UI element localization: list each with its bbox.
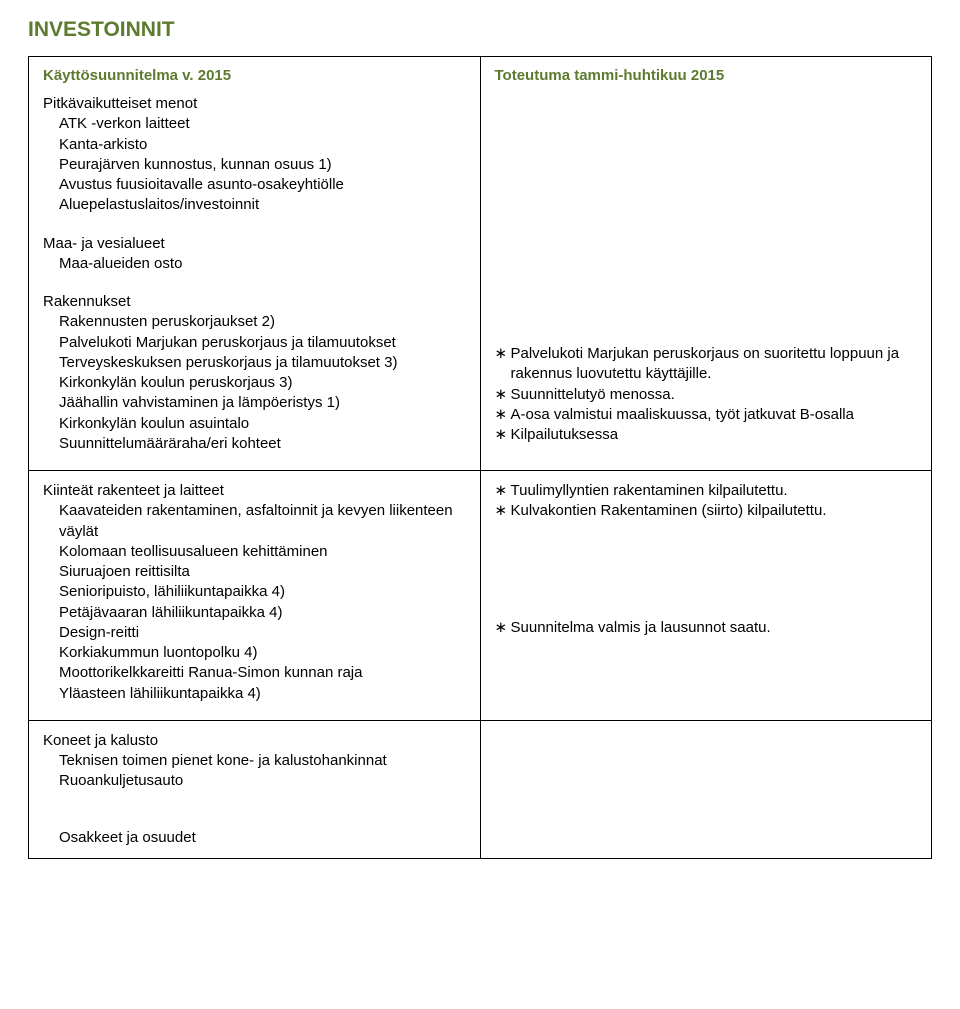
group-title: Kiinteät rakenteet ja laitteet: [43, 481, 466, 501]
group-maa: Maa- ja vesialueet Maa-alueiden osto: [43, 234, 466, 275]
group-item: Kanta-arkisto: [43, 135, 466, 155]
cell-right-3: [480, 720, 932, 858]
group-item: Maa-alueiden osto: [43, 254, 466, 274]
right-header: Toteutuma tammi-huhtikuu 2015: [495, 67, 918, 84]
group-item: Design-reitti: [43, 623, 466, 643]
group-title: Rakennukset: [43, 292, 466, 312]
cell-right-1: Toteutuma tammi-huhtikuu 2015 Palvelukot…: [480, 57, 932, 471]
table-row: Koneet ja kalusto Teknisen toimen pienet…: [29, 720, 932, 858]
cell-left-2: Kiinteät rakenteet ja laitteet Kaavateid…: [29, 471, 481, 721]
group-item: ATK -verkon laitteet: [43, 114, 466, 134]
bullet-item: Suunnitelma valmis ja lausunnot saatu.: [495, 618, 918, 638]
group-item: Siuruajoen reittisilta: [43, 562, 466, 582]
group-item: Moottorikelkkareitti Ranua-Simon kunnan …: [43, 663, 466, 683]
page-title: INVESTOINNIT: [28, 18, 932, 42]
group-rakennukset: Rakennukset Rakennusten peruskorjaukset …: [43, 292, 466, 454]
group-item: Rakennusten peruskorjaukset 2): [43, 312, 466, 332]
group-item: Teknisen toimen pienet kone- ja kalustoh…: [43, 751, 466, 771]
bullet-list: Tuulimyllyntien rakentaminen kilpailutet…: [495, 481, 918, 522]
group-item: Ruoankuljetusauto: [43, 771, 466, 791]
left-header: Käyttösuunnitelma v. 2015: [43, 67, 466, 84]
bullet-list: Palvelukoti Marjukan peruskorjaus on suo…: [495, 344, 918, 445]
table-row: Kiinteät rakenteet ja laitteet Kaavateid…: [29, 471, 932, 721]
cell-left-3: Koneet ja kalusto Teknisen toimen pienet…: [29, 720, 481, 858]
group-title: Pitkävaikutteiset menot: [43, 94, 466, 114]
group-item: Terveyskeskuksen peruskorjaus ja tilamuu…: [43, 353, 466, 373]
group-title: Osakkeet ja osuudet: [43, 828, 466, 848]
group-item: Jäähallin vahvistaminen ja lämpöeristys …: [43, 393, 466, 413]
group-koneet: Koneet ja kalusto Teknisen toimen pienet…: [43, 731, 466, 792]
bullet-item: Kilpailutuksessa: [495, 425, 918, 445]
content-table: Käyttösuunnitelma v. 2015 Pitkävaikuttei…: [28, 56, 932, 859]
group-item: Kaavateiden rakentaminen, asfaltoinnit j…: [43, 501, 466, 542]
group-item: Peurajärven kunnostus, kunnan osuus 1): [43, 155, 466, 175]
bullet-list: Suunnitelma valmis ja lausunnot saatu.: [495, 618, 918, 638]
group-item: Kirkonkylän koulun peruskorjaus 3): [43, 373, 466, 393]
group-title: Maa- ja vesialueet: [43, 234, 466, 254]
group-item: Korkiakummun luontopolku 4): [43, 643, 466, 663]
bullet-item: A-osa valmistui maaliskuussa, työt jatku…: [495, 405, 918, 425]
cell-right-2: Tuulimyllyntien rakentaminen kilpailutet…: [480, 471, 932, 721]
table-row: Käyttösuunnitelma v. 2015 Pitkävaikuttei…: [29, 57, 932, 471]
group-item: Avustus fuusioitavalle asunto-osakeyhtiö…: [43, 175, 466, 195]
group-item: Kirkonkylän koulun asuintalo: [43, 414, 466, 434]
bullet-item: Kulvakontien Rakentaminen (siirto) kilpa…: [495, 501, 918, 521]
bullet-item: Suunnittelutyö menossa.: [495, 385, 918, 405]
bullet-item: Palvelukoti Marjukan peruskorjaus on suo…: [495, 344, 918, 385]
group-item: Senioripuisto, lähiliikuntapaikka 4): [43, 582, 466, 602]
group-item: Palvelukoti Marjukan peruskorjaus ja til…: [43, 333, 466, 353]
group-item: Suunnittelumääräraha/eri kohteet: [43, 434, 466, 454]
group-item: Aluepelastuslaitos/investoinnit: [43, 195, 466, 215]
group-item: Yläasteen lähiliikuntapaikka 4): [43, 684, 466, 704]
group-pitkavaikutteiset: Pitkävaikutteiset menot ATK -verkon lait…: [43, 94, 466, 216]
cell-left-1: Käyttösuunnitelma v. 2015 Pitkävaikuttei…: [29, 57, 481, 471]
group-osakkeet: Osakkeet ja osuudet: [43, 828, 466, 848]
group-item: Kolomaan teollisuusalueen kehittäminen: [43, 542, 466, 562]
group-item: Petäjävaaran lähiliikuntapaikka 4): [43, 603, 466, 623]
group-kiinteat: Kiinteät rakenteet ja laitteet Kaavateid…: [43, 481, 466, 704]
group-title: Koneet ja kalusto: [43, 731, 466, 751]
bullet-item: Tuulimyllyntien rakentaminen kilpailutet…: [495, 481, 918, 501]
